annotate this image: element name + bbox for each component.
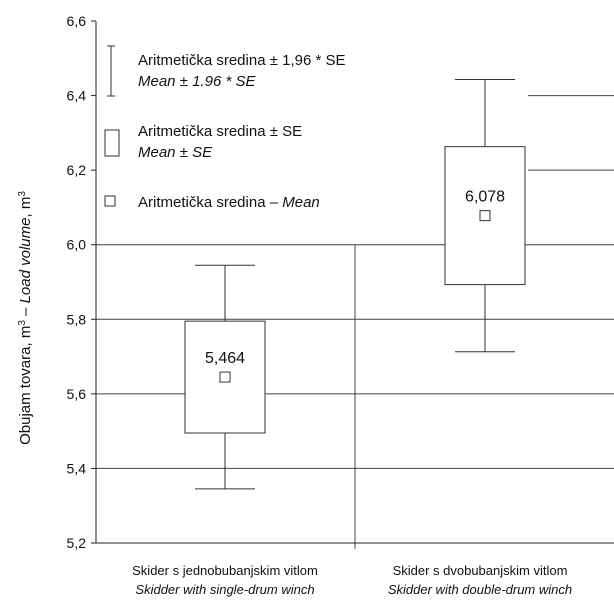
y-axis-label-sup1: 3 <box>17 320 28 326</box>
y-axis-label-italic: Load volume <box>17 218 34 304</box>
legend-mean-symbol <box>104 195 116 207</box>
x-category-label-en-1: Skidder with single-drum winch <box>135 582 314 597</box>
x-category-labels: Skider s jednobubanjskim vitlom Skidder w… <box>132 563 572 597</box>
y-tick-label-5,4: 5,4 <box>67 460 87 476</box>
y-axis-label-prefix: Obujam tovara, m <box>17 326 34 445</box>
x-category-label-1: Skider s jednobubanjskim vitlom <box>132 563 318 578</box>
y-tick-label-6,6: 6,6 <box>67 13 87 29</box>
y-tick-label-5,6: 5,6 <box>67 386 87 402</box>
y-tick-labels: 5,2 5,4 5,6 5,8 6,0 6,2 6,4 6,6 <box>67 13 87 551</box>
se-box <box>444 146 526 286</box>
boxes: 5,464 6,078 <box>184 79 526 490</box>
y-axis-label-dash: – <box>17 303 34 320</box>
y-axis-label: Obujam tovara, m3 – Load volume, m3 <box>17 191 35 445</box>
y-tick-label-5,2: 5,2 <box>67 535 87 551</box>
legend-mean-label: Aritmetička sredina – Mean <box>138 194 320 211</box>
legend-whisker-label-en: Mean ± 1.96 * SE <box>138 73 256 90</box>
y-tick-label-6,4: 6,4 <box>67 88 87 104</box>
legend-box-label-en: Mean ± SE <box>138 144 213 161</box>
x-category-label-2: Skider s dvobubanjskim vitlom <box>393 563 568 578</box>
y-tick-label-6,0: 6,0 <box>67 237 87 253</box>
legend-box-symbol <box>104 129 120 157</box>
mean-value-label: 6,078 <box>465 189 505 206</box>
box-group-2: 6,078 <box>444 79 526 353</box>
legend-whisker-label: Aritmetička sredina ± 1,96 * SE <box>138 52 346 69</box>
y-axis-label-suffix: , m <box>17 197 34 218</box>
legend-mean-label-text: Aritmetička sredina – <box>138 194 282 211</box>
mean-marker <box>219 371 231 383</box>
box-group-1: 5,464 <box>184 264 266 490</box>
mean-value-label: 5,464 <box>205 350 245 367</box>
legend: Aritmetička sredina ± 1,96 * SE Mean ± 1… <box>104 45 346 211</box>
mean-marker <box>479 210 491 222</box>
legend-item-box: Aritmetička sredina ± SE Mean ± SE <box>104 123 302 161</box>
legend-item-whisker: Aritmetička sredina ± 1,96 * SE Mean ± 1… <box>107 45 346 97</box>
x-category-label-en-2: Skidder with double-drum winch <box>388 582 572 597</box>
y-axis-label-sup2: 3 <box>17 191 28 197</box>
legend-box-label: Aritmetička sredina ± SE <box>138 123 302 140</box>
legend-item-mean: Aritmetička sredina – Mean <box>104 194 320 211</box>
axes <box>91 20 614 544</box>
y-tick-label-5,8: 5,8 <box>67 311 87 327</box>
legend-mean-label-italic: Mean <box>282 194 320 211</box>
y-tick-label-6,2: 6,2 <box>67 162 87 178</box>
